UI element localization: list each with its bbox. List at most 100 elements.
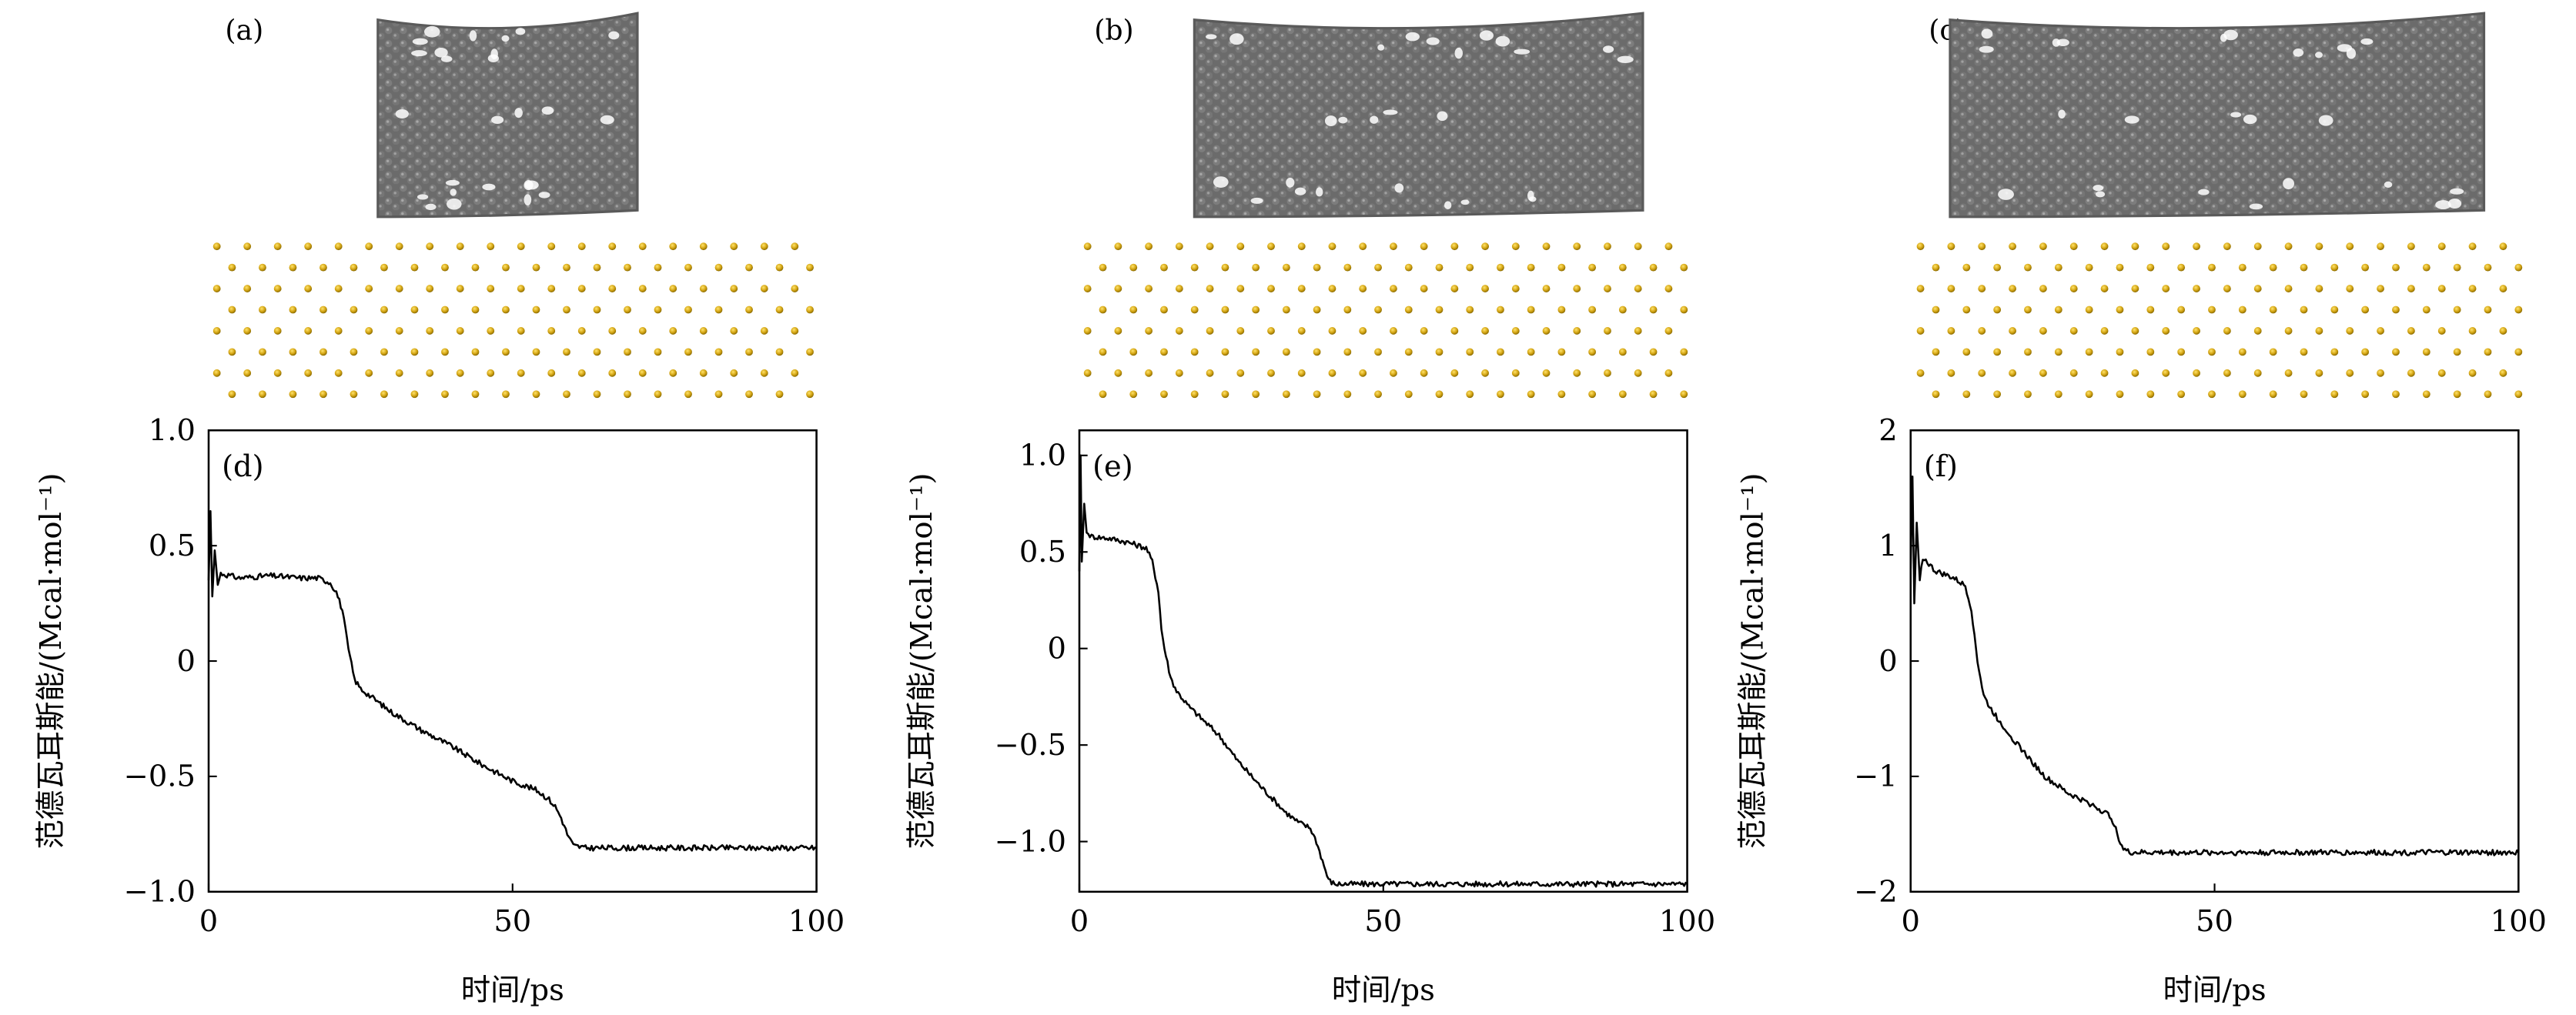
gold-atom — [1481, 242, 1489, 251]
gold-atom — [304, 242, 313, 251]
gold-atom — [517, 369, 525, 377]
nanotube-pore — [2315, 52, 2323, 58]
gold-atom — [1649, 390, 1658, 399]
nanotube-pore — [425, 203, 437, 211]
nanotube-pore — [2230, 112, 2242, 118]
gold-atom — [1343, 348, 1352, 356]
gold-atom — [2300, 390, 2308, 399]
gold-atom — [2484, 263, 2492, 272]
gold-atom — [1916, 369, 1925, 377]
gold-atom — [2499, 285, 2507, 292]
y-tick-label: −0.5 — [995, 728, 1066, 763]
gold-atom — [654, 306, 662, 314]
gold-atom — [532, 390, 540, 399]
gold-atom — [1466, 306, 1474, 314]
gold-atom — [2238, 348, 2246, 356]
gold-atom — [1129, 348, 1138, 356]
y-tick-label: 0.5 — [1019, 535, 1066, 569]
gold-atom — [2499, 242, 2507, 251]
gold-atom — [1450, 285, 1459, 292]
gold-atom — [1343, 390, 1352, 399]
gold-atom — [2116, 263, 2124, 272]
gold-atom — [1252, 263, 1260, 272]
gold-atom — [2208, 390, 2216, 399]
gold-atom — [1664, 285, 1673, 292]
gold-atom — [1206, 242, 1214, 251]
gold-atom — [1527, 263, 1535, 272]
gold-atom — [334, 242, 343, 251]
gold-atom — [1206, 327, 1214, 335]
gold-atom — [212, 285, 221, 292]
gold-atom — [2407, 285, 2415, 292]
gold-atom — [1978, 369, 1986, 377]
gold-atom — [1252, 306, 1260, 314]
gold-atom — [2377, 285, 2384, 292]
y-tick-label: 1.0 — [1019, 439, 1066, 473]
x-tick-label: 50 — [1364, 904, 1402, 939]
gold-atom — [2330, 263, 2339, 272]
gold-atom — [745, 348, 753, 356]
gold-atom — [1588, 263, 1597, 272]
gold-atom — [1175, 285, 1183, 292]
nanotube-pore — [445, 179, 460, 186]
nanotube-pore — [412, 38, 428, 45]
nanotube-pore — [1377, 44, 1385, 51]
gold-atom — [1664, 369, 1673, 377]
gold-atom — [319, 348, 327, 356]
gold-atom — [1680, 263, 1688, 272]
gold-atom — [577, 285, 586, 292]
gold-atom — [471, 263, 480, 272]
gold-atom — [1962, 348, 1971, 356]
gold-atom — [1466, 348, 1474, 356]
gold-atom — [350, 263, 358, 272]
nanotube-pore — [2124, 115, 2139, 124]
gold-atom — [577, 369, 586, 377]
gold-atom — [2069, 369, 2078, 377]
gold-atom — [228, 348, 236, 356]
gold-atom — [2253, 369, 2262, 377]
nanotube-pore — [1229, 33, 1244, 45]
gold-atom — [517, 242, 525, 251]
gold-atom — [1993, 263, 2002, 272]
gold-atom — [487, 242, 495, 251]
nanotube-pore — [2447, 199, 2462, 209]
gold-atom — [563, 348, 570, 356]
gold-atom — [1932, 263, 1940, 272]
nanotube-pore — [2243, 114, 2257, 125]
gold-atom — [624, 306, 631, 314]
gold-atom — [806, 306, 814, 314]
gold-atom — [608, 285, 617, 292]
gold-atom — [2009, 285, 2016, 292]
gold-atom — [1573, 327, 1581, 335]
gold-atom — [1649, 348, 1658, 356]
nanotube-pore — [541, 106, 554, 115]
gold-atom — [1099, 263, 1107, 272]
gold-atom — [259, 306, 266, 314]
gold-atom — [487, 369, 495, 377]
gold-atom — [1466, 390, 1474, 399]
gold-atom — [1618, 263, 1627, 272]
nanotube-pore — [2198, 189, 2210, 195]
gold-atom — [2039, 242, 2047, 251]
gold-atom — [1359, 369, 1367, 377]
gold-atom — [2009, 327, 2016, 335]
gold-atom — [2269, 390, 2277, 399]
y-tick-label: 1 — [1878, 529, 1897, 563]
gold-atom — [2039, 285, 2047, 292]
energy-series-line — [1909, 475, 2520, 856]
gold-atom — [410, 348, 419, 356]
gold-atom — [2453, 306, 2461, 314]
y-tick-label: −1 — [1854, 760, 1898, 794]
gold-atom — [2054, 348, 2062, 356]
gold-atom — [1618, 348, 1627, 356]
gold-atom — [319, 263, 327, 272]
gold-atom — [1328, 327, 1337, 335]
gold-atom — [2177, 306, 2186, 314]
gold-atom — [1313, 390, 1321, 399]
gold-atom — [1978, 285, 1986, 292]
gold-atom — [730, 242, 738, 251]
gold-atom — [563, 306, 570, 314]
gold-atom — [791, 242, 799, 251]
gold-atom — [1359, 327, 1367, 335]
gold-atom — [1328, 285, 1337, 292]
